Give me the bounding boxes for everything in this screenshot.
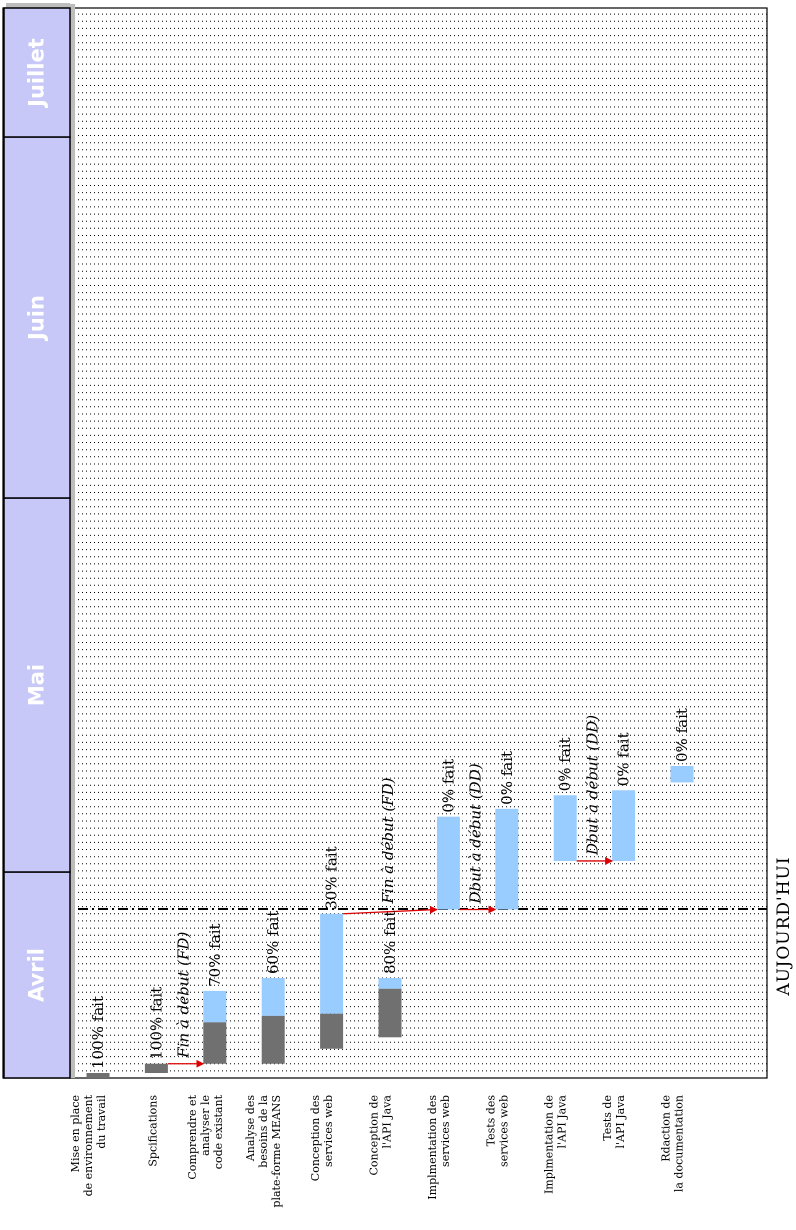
dependency-label: Fin à début (FD) [379,777,397,904]
task-bar-done [261,1015,285,1064]
dependency-label: Dbut à début (DD) [583,715,601,856]
task-label: Rdaction de [660,1095,673,1162]
task-percent-label: 60% fait [264,911,282,974]
task-label: Conception des [309,1095,322,1182]
task-percent-label: 80% fait [381,911,399,974]
task-percent-label: 0% fait [615,732,633,786]
task-label: du travail [95,1095,108,1149]
task-percent-label: 70% fait [206,923,224,986]
task-bar-remaining [261,978,285,1016]
task-bar-done [203,1022,227,1064]
task-label: services web [439,1095,452,1167]
dependency-label: Dbut à début (DD) [467,763,485,904]
task-label: Implmentation des [426,1095,439,1200]
task-bar-remaining [436,816,460,910]
task-label: services web [322,1095,335,1167]
month-label: Juillet [25,38,49,109]
month-label: Juin [25,295,49,342]
task-label: plate-forme MEANS [270,1095,283,1208]
task-label: l'API Java [381,1095,394,1149]
task-percent-label: 0% fait [673,708,691,762]
task-bar-done [378,988,402,1038]
task-percent-label: 100% fait [89,996,107,1069]
task-percent-label: 0% fait [556,737,574,791]
task-label: Conception de [368,1095,381,1176]
task-bar-done [320,1013,344,1049]
task-label: analyser le [199,1095,212,1156]
task-label: services web [497,1095,510,1167]
month-label: Avril [25,948,49,1002]
task-bar-remaining [670,765,694,783]
task-bar-remaining [553,795,577,861]
task-bar-remaining [320,913,344,1014]
task-label: la documentation [673,1095,686,1192]
task-label: code existant [212,1094,225,1169]
today-label: AUJOURD'HUI [774,856,794,996]
header-separator [70,4,75,1078]
month-header-juillet [3,7,71,138]
task-label: Spcifications [146,1095,159,1167]
task-label: de environnement [82,1094,95,1196]
task-label: Tests de [601,1095,614,1141]
month-header-mai [3,497,71,873]
task-label: l'API Java [556,1095,569,1149]
task-bar-done [144,1063,168,1074]
task-label: besoins de la [257,1095,270,1168]
task-bar-done [86,1073,110,1078]
header-top-strip [6,3,70,8]
task-percent-label: 100% fait [147,987,165,1060]
task-label: Analyse des [244,1095,257,1163]
task-label: Comprendre et [186,1094,199,1179]
task-label: Implmentation de [543,1095,556,1194]
task-bar-remaining [612,790,636,861]
month-header-avril [3,871,71,1079]
task-percent-label: 0% fait [439,759,457,813]
task-bar-remaining [495,808,519,910]
task-bar-remaining [203,990,227,1023]
dependency-label: Fin à début (FD) [175,932,193,1059]
task-label: Tests des [484,1095,497,1147]
dependency-arrow [343,905,438,915]
month-label: Mai [25,664,49,706]
task-label: l'API Java [614,1095,627,1149]
task-label: Mise en place [69,1095,82,1172]
task-percent-label: 30% fait [323,846,341,909]
task-bar-remaining [378,978,402,989]
task-percent-label: 0% fait [498,751,516,805]
